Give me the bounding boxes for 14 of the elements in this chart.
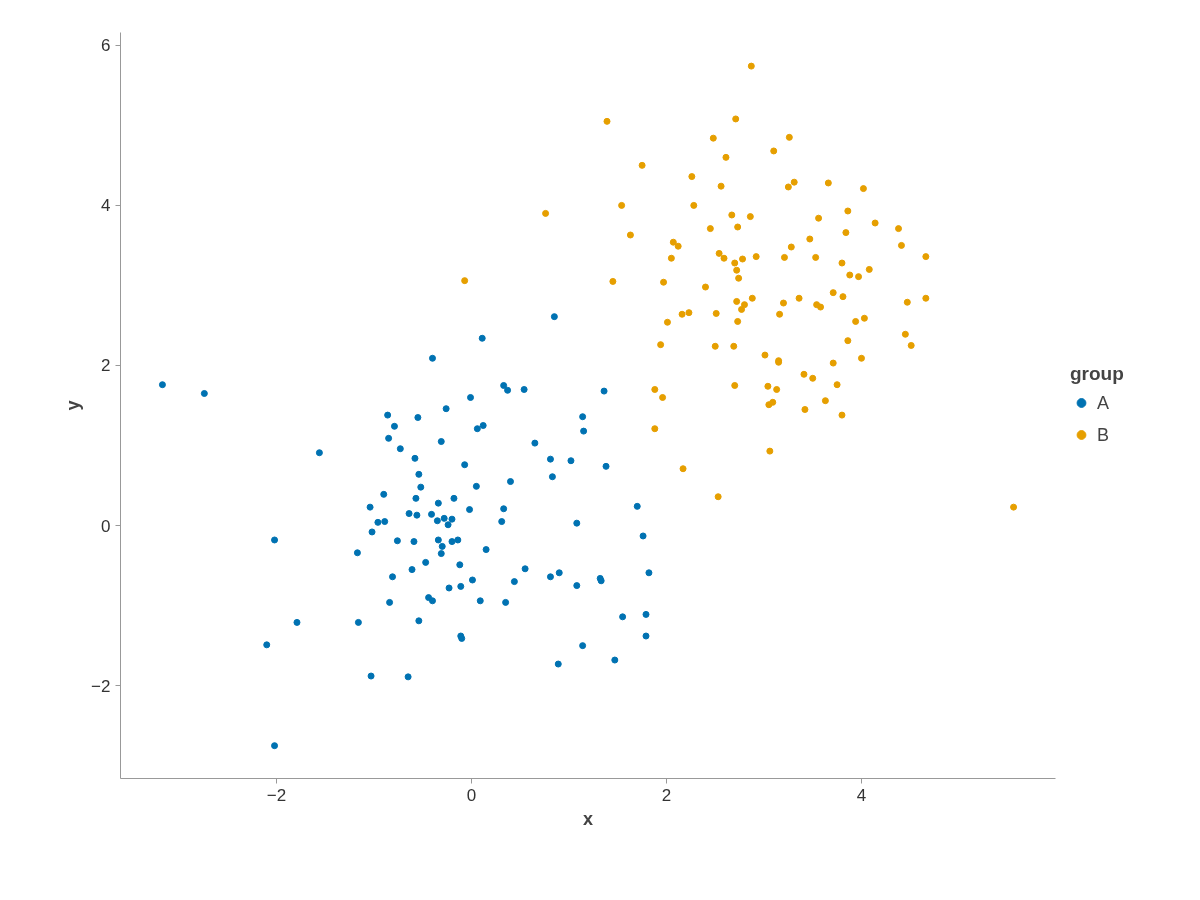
y-tick-label: 0 — [101, 516, 111, 536]
y-axis-title: y — [63, 400, 84, 411]
x-axis-title: x — [582, 808, 594, 829]
legend-title: group — [1070, 362, 1124, 385]
x-tick-label: −2 — [266, 785, 287, 805]
y-tick-label: −2 — [91, 676, 111, 696]
legend-label: B — [1097, 423, 1110, 446]
x-tick-label: 4 — [856, 785, 867, 805]
x-tick-label: 0 — [466, 785, 477, 805]
y-tick-label: 2 — [101, 356, 111, 376]
y-tick-label: 6 — [101, 36, 111, 56]
x-tick-label: 2 — [661, 785, 672, 805]
y-tick-label: 4 — [101, 196, 111, 216]
legend-label: A — [1097, 391, 1110, 414]
